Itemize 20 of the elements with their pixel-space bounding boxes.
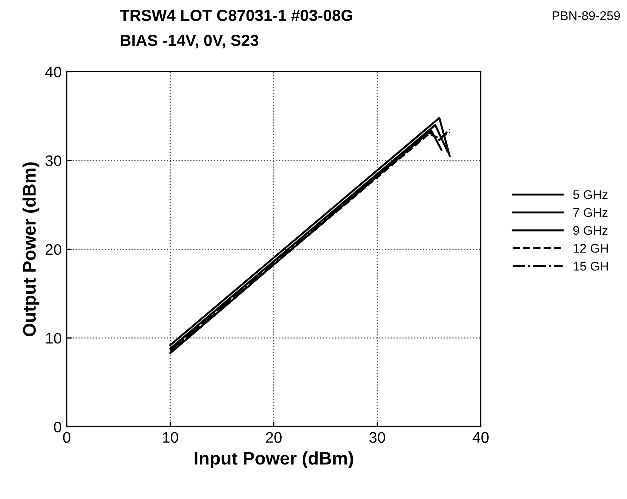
y-axis-title: Output Power (dBm) [22, 162, 40, 337]
y-tick-label: 40 [46, 66, 62, 78]
x-tick-label: 40 [472, 432, 489, 444]
chart-title: TRSW4 LOT C87031-1 #03-08G [120, 10, 352, 22]
legend-label: 9 GHz [574, 226, 608, 236]
y-tick-label: 0 [54, 422, 62, 433]
x-tick-label: 0 [63, 432, 71, 444]
x-tick-label: 30 [370, 432, 386, 444]
text: PBN-89-259 [552, 12, 620, 20]
legend-label: 7 GHz [574, 208, 608, 218]
y-tick-label: 20 [46, 244, 62, 256]
chart-subtitle: BIAS -14V, 0V, S23 [121, 34, 259, 49]
x-tick-label: 10 [163, 432, 178, 444]
x-tick-label: 20 [266, 432, 282, 444]
y-tick-label: 30 [46, 156, 62, 166]
y-tick-label: 10 [46, 333, 62, 344]
x-axis-title: Input Power (dBm) [194, 452, 354, 468]
legend-label: 5 GHz [573, 190, 608, 200]
legend-label: 15 GH [574, 262, 608, 271]
legend-label: 12 GH [574, 244, 608, 254]
